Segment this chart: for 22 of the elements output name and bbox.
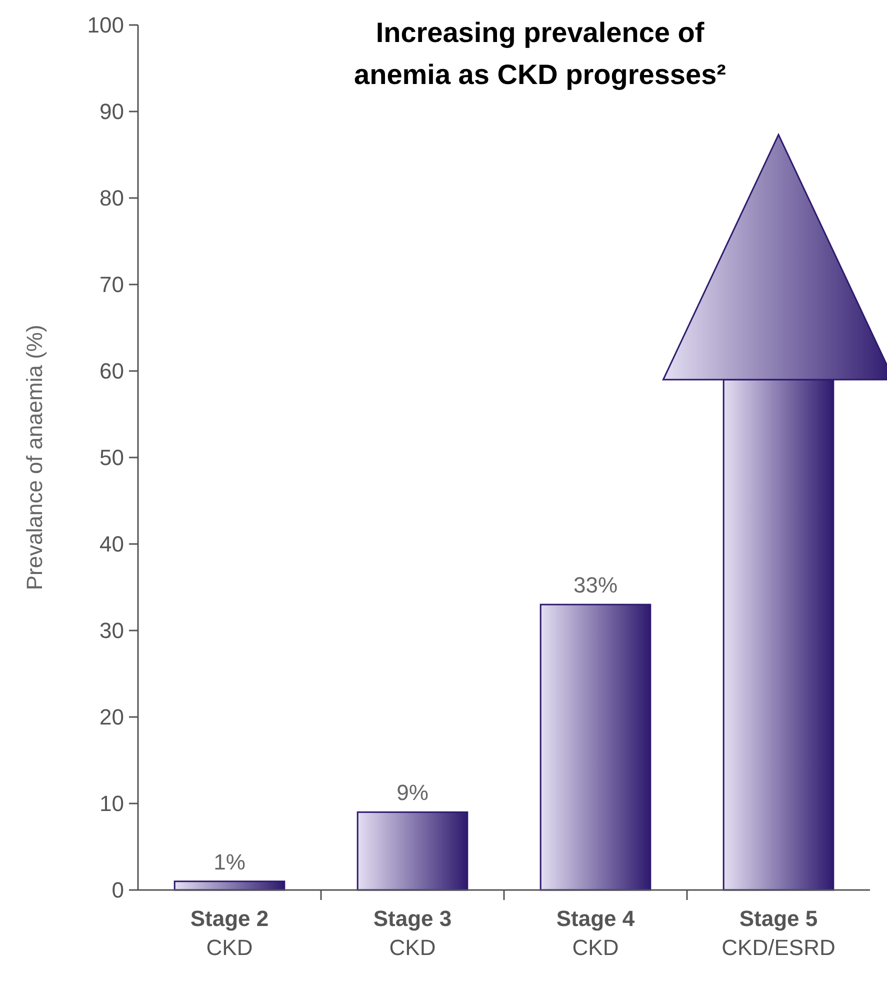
text: Increasing prevalence of anemia as CKD progresses²	[354, 17, 726, 90]
y-tick-label: 80	[100, 186, 124, 211]
y-tick-label: 30	[100, 618, 124, 644]
data-label: 33%	[573, 572, 618, 598]
x-tick-label: Stage 4 CKD	[556, 906, 636, 960]
bar	[356, 811, 468, 891]
y-tick-label: 70	[100, 272, 124, 298]
y-tick-label: 10	[100, 791, 124, 816]
y-tick-label: 20	[100, 704, 124, 730]
y-tick-label: 40	[100, 532, 124, 557]
y-tick-label: 0	[112, 878, 124, 903]
x-tick-label: Stage 3 CKD	[373, 906, 452, 960]
data-label: 9%	[396, 780, 428, 806]
y-tick-label: 100	[87, 12, 124, 38]
y-tick-label: 90	[100, 99, 124, 124]
x-tick-label: Stage 2 CKD	[190, 906, 269, 960]
y-tick-label: 50	[100, 445, 124, 470]
data-label: 1%	[214, 849, 246, 874]
bar	[540, 604, 652, 891]
x-tick-label: Stage 5 CKD/ESRD	[722, 906, 836, 960]
y-axis-title: Prevalance of anaemia (%)	[22, 324, 47, 590]
y-tick-label: 60	[100, 358, 124, 384]
